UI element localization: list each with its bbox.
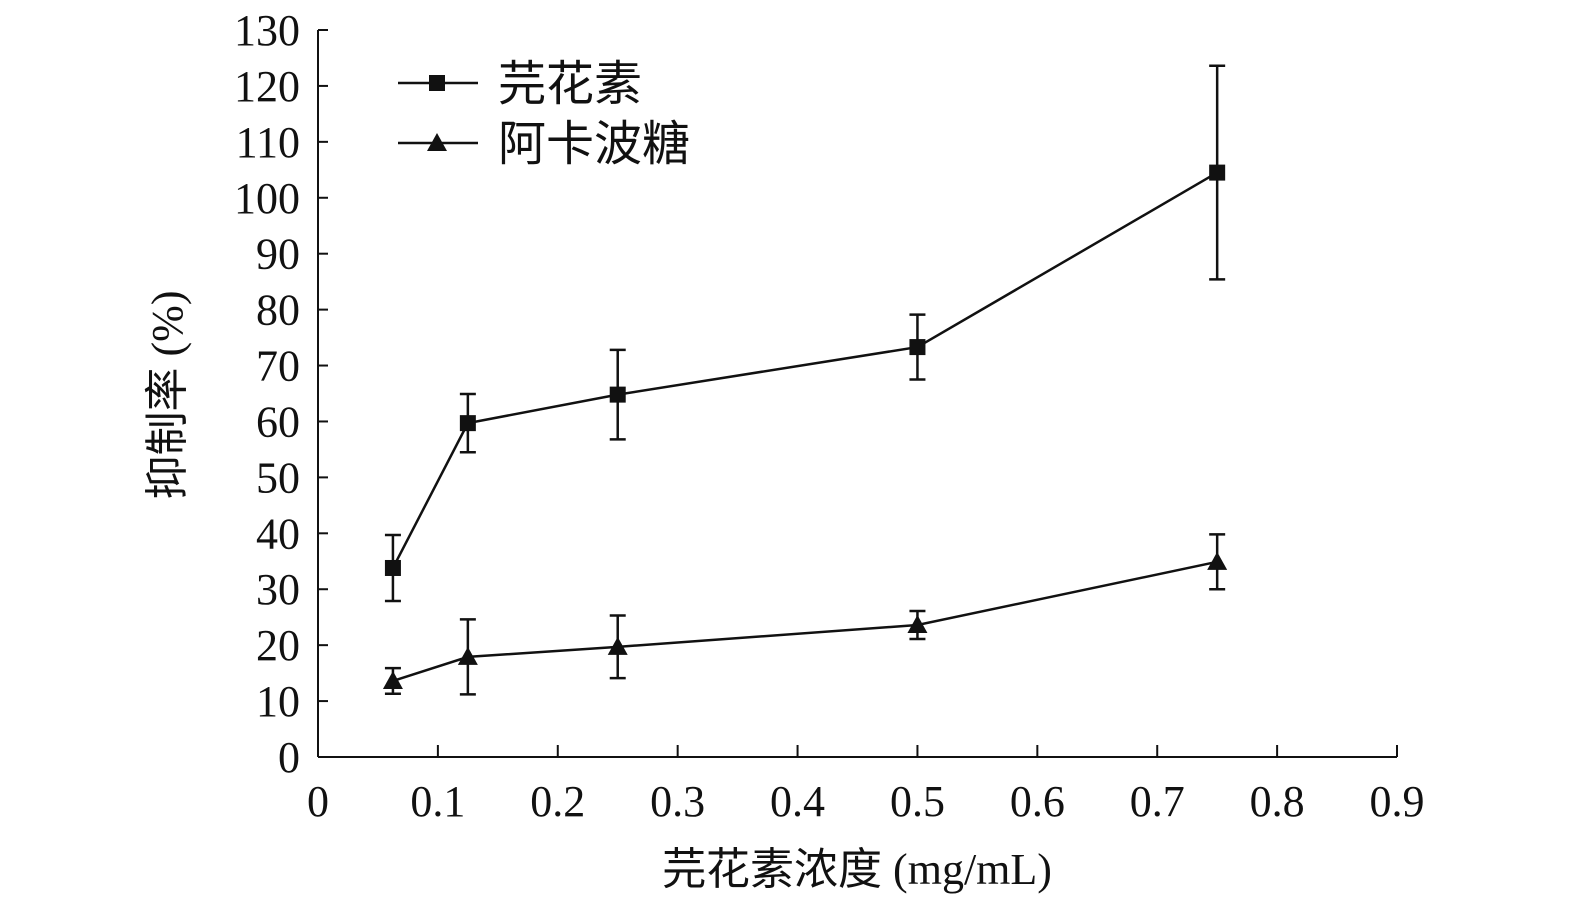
square-marker (1209, 164, 1226, 181)
y-tick-label: 90 (256, 230, 300, 279)
series-layer (382, 64, 1228, 696)
y-tick-label: 100 (234, 174, 300, 223)
y-tick-label: 50 (256, 453, 300, 502)
x-tick-label: 0.1 (410, 777, 465, 826)
y-tick-label: 0 (278, 733, 300, 782)
y-tick-label: 110 (236, 118, 300, 167)
square-marker (909, 339, 926, 356)
x-tick-label: 0.6 (1010, 777, 1065, 826)
series-square (384, 64, 1226, 603)
triangle-marker (607, 636, 628, 655)
square-marker (609, 386, 626, 403)
y-tick-label: 30 (256, 565, 300, 614)
y-tick-label: 20 (256, 621, 300, 670)
triangle-marker (427, 133, 447, 151)
x-tick-label: 0.7 (1130, 777, 1185, 826)
square-marker (429, 75, 445, 91)
series-line (392, 560, 1218, 683)
y-tick-label: 130 (234, 6, 300, 55)
x-tick-label: 0 (307, 777, 329, 826)
triangle-marker (907, 615, 928, 634)
legend-label: 芫花素 (498, 58, 642, 111)
y-tick-label: 70 (256, 342, 300, 391)
triangle-marker (382, 670, 403, 689)
y-tick-label: 60 (256, 397, 300, 446)
x-axis-label: 芫花素浓度 (mg/mL) (662, 845, 1052, 894)
legend-label: 阿卡波糖 (498, 118, 690, 171)
x-tick-label: 0.9 (1370, 777, 1425, 826)
series-triangle (382, 533, 1228, 696)
y-axis-label: 抑制率 (%) (143, 291, 192, 500)
y-tick-label: 40 (256, 509, 300, 558)
square-marker (384, 559, 401, 576)
x-tick-label: 0.3 (650, 777, 705, 826)
axes: 0 10 20 30 40 50 60 70 80 90 100 110 120 130 0 0.1 0.2 0.… (234, 6, 1425, 826)
y-tick-label: 80 (256, 286, 300, 335)
y-tick-label: 10 (256, 677, 300, 726)
square-marker (459, 415, 476, 432)
y-tick-label: 120 (234, 62, 300, 111)
x-tick-label: 0.5 (890, 777, 945, 826)
triangle-marker (457, 646, 478, 665)
triangle-marker (1207, 551, 1228, 570)
x-tick-label: 0.8 (1250, 777, 1305, 826)
x-tick-label: 0.2 (530, 777, 585, 826)
series-line (391, 171, 1218, 569)
x-tick-label: 0.4 (770, 777, 825, 826)
